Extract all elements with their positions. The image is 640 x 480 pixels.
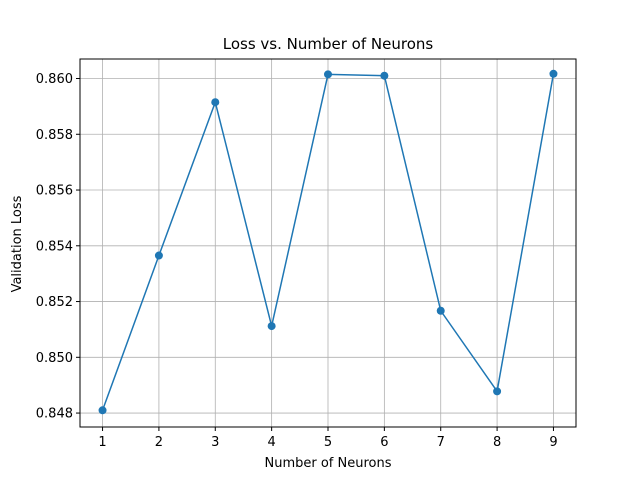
chart-title: Loss vs. Number of Neurons — [223, 35, 434, 53]
grid-layer — [80, 59, 576, 427]
y-tick-label: 0.854 — [36, 239, 73, 254]
y-tick-label: 0.858 — [36, 128, 73, 143]
data-point — [154, 251, 163, 260]
y-tick-label: 0.860 — [36, 72, 73, 87]
y-tick-label: 0.852 — [36, 295, 73, 310]
data-point — [493, 387, 502, 396]
x-tick-label: 3 — [211, 435, 219, 450]
data-point — [211, 98, 220, 107]
x-tick-label: 6 — [380, 435, 388, 450]
data-point — [267, 322, 276, 331]
y-axis-label: Validation Loss — [10, 195, 25, 292]
y-tick-label: 0.850 — [36, 351, 73, 366]
x-tick-label: 7 — [437, 435, 445, 450]
x-axis-label: Number of Neurons — [264, 456, 391, 471]
series-layer — [98, 69, 558, 415]
tick-layer: 1 2 3 4 5 6 7 8 9 0.848 0.850 0.852 0.854 0.856 0.858 0… — [36, 72, 558, 450]
data-point — [324, 70, 332, 79]
data-point — [380, 71, 389, 80]
y-tick-label: 0.848 — [36, 407, 73, 422]
data-point — [549, 69, 558, 78]
y-tick-label: 0.856 — [36, 184, 73, 199]
x-tick-label: 5 — [324, 435, 332, 450]
x-tick-label: 2 — [155, 435, 163, 450]
x-tick-label: 1 — [98, 435, 106, 450]
x-tick-label: 8 — [493, 435, 501, 450]
data-point — [436, 306, 445, 315]
data-point — [98, 406, 107, 415]
x-tick-label: 9 — [549, 435, 557, 450]
x-tick-label: 4 — [267, 435, 275, 450]
